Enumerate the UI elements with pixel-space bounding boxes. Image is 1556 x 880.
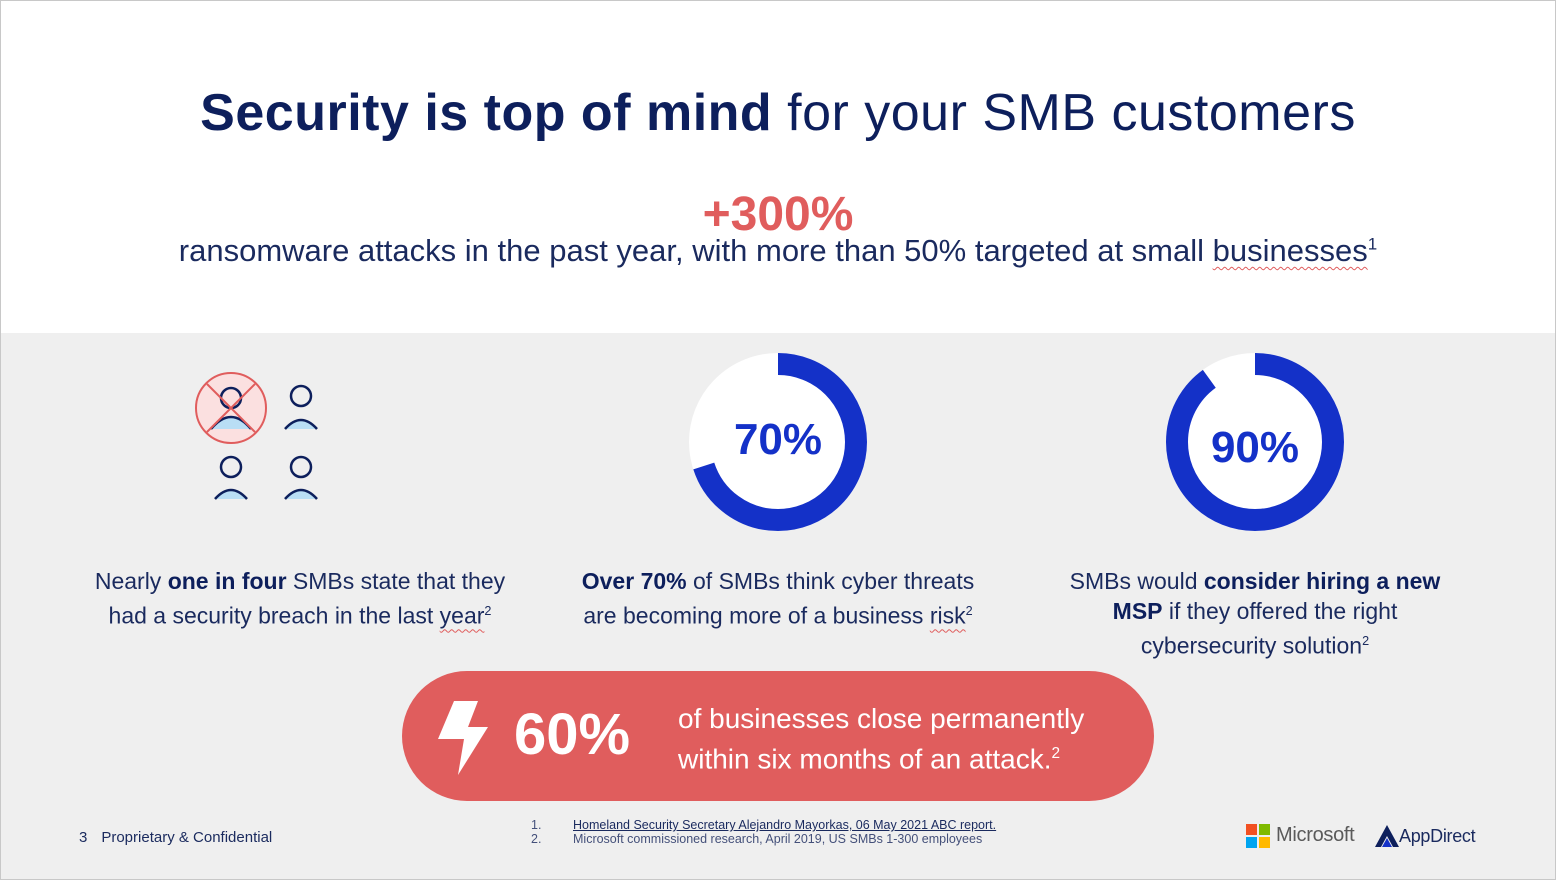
stat-caption-one-in-four: Nearly one in four SMBs state that they …: [61, 566, 539, 631]
caption-text: of SMBs think cyber threats: [686, 568, 975, 594]
title-bold: Security is top of mind: [200, 84, 773, 142]
callout-line2: within six months of an attack.: [678, 743, 1052, 775]
page-number: 3: [79, 829, 88, 846]
donut-label-70: 70%: [733, 415, 823, 464]
caption-text: are becoming more of a business: [583, 602, 930, 629]
reference-text: Microsoft commissioned research, April 2…: [573, 832, 983, 846]
caption-footnote: 2: [1362, 634, 1370, 648]
caption-bold: consider hiring a new: [1203, 568, 1441, 594]
caption-text: SMBs would: [1069, 568, 1204, 594]
caption-text: cybersecurity solution: [1140, 632, 1363, 659]
hero-desc-footnote: 1: [1367, 234, 1378, 254]
appdirect-wordmark: AppDirect: [1399, 826, 1476, 846]
hero-desc-squiggle: businesses: [1212, 233, 1368, 268]
reference-link[interactable]: Homeland Security Secretary Alejandro Ma…: [573, 818, 997, 832]
person-icon: [284, 384, 318, 430]
slide-title: Security is top of mind for your SMB cus…: [1, 83, 1555, 143]
reference-number: 1.: [531, 818, 542, 832]
crossed-person-icon: [195, 372, 267, 444]
caption-squiggle: risk: [929, 602, 966, 629]
caption-bold: one in four: [167, 568, 287, 594]
caption-bold: MSP: [1112, 598, 1163, 624]
person-icon: [214, 455, 248, 500]
hero-stat: +300%: [702, 188, 854, 241]
caption-squiggle: year: [439, 602, 485, 629]
microsoft-wordmark: Microsoft: [1276, 824, 1355, 846]
donut-chart-90: [1166, 353, 1344, 531]
callout-footnote: 2: [1051, 745, 1061, 762]
stat-caption-70: Over 70% of SMBs think cyber threats are…: [541, 566, 1015, 631]
callout-stat: 60%: [514, 702, 631, 767]
caption-text: had a security breach in the last: [108, 602, 440, 629]
title-light: for your SMB customers: [772, 84, 1356, 142]
caption-text: SMBs state that they: [286, 568, 506, 594]
caption-footnote: 2: [484, 604, 492, 618]
reference-number: 2.: [531, 832, 542, 846]
references: 1. Homeland Security Secretary Alejandro …: [531, 818, 996, 846]
stat-caption-90: SMBs would consider hiring a new MSP if …: [1031, 566, 1479, 661]
people-breach-icon: [195, 372, 318, 500]
reference-item: 1. Homeland Security Secretary Alejandro …: [531, 818, 996, 832]
callout-text: of businesses close permanently within s…: [678, 701, 1084, 776]
caption-text: Nearly: [94, 568, 168, 594]
hero-description: ransomware attacks in the past year, wit…: [1, 233, 1555, 269]
callout-line1: of businesses close permanently: [678, 703, 1085, 734]
donut-arc: [689, 353, 867, 531]
hero-desc-main: ransomware attacks in the past year, wit…: [178, 233, 1213, 268]
callout-pill: [402, 671, 1154, 801]
confidential-label: Proprietary & Confidential: [101, 829, 273, 846]
donut-label-90: 90%: [1210, 423, 1300, 472]
reference-item: 2. Microsoft commissioned research, April…: [531, 832, 996, 846]
person-icon: [284, 455, 318, 500]
donut-arc: [1166, 353, 1344, 531]
caption-bold: Over 70%: [581, 568, 687, 594]
caption-footnote: 2: [965, 604, 973, 618]
microsoft-logo-icon: [1246, 824, 1270, 848]
appdirect-logo-icon: [1375, 825, 1399, 847]
donut-chart-70: [689, 353, 867, 531]
lightning-bolt-icon: [438, 701, 488, 775]
caption-text: if they offered the right: [1162, 598, 1398, 624]
footer-left: 3 Proprietary & Confidential: [79, 829, 286, 846]
